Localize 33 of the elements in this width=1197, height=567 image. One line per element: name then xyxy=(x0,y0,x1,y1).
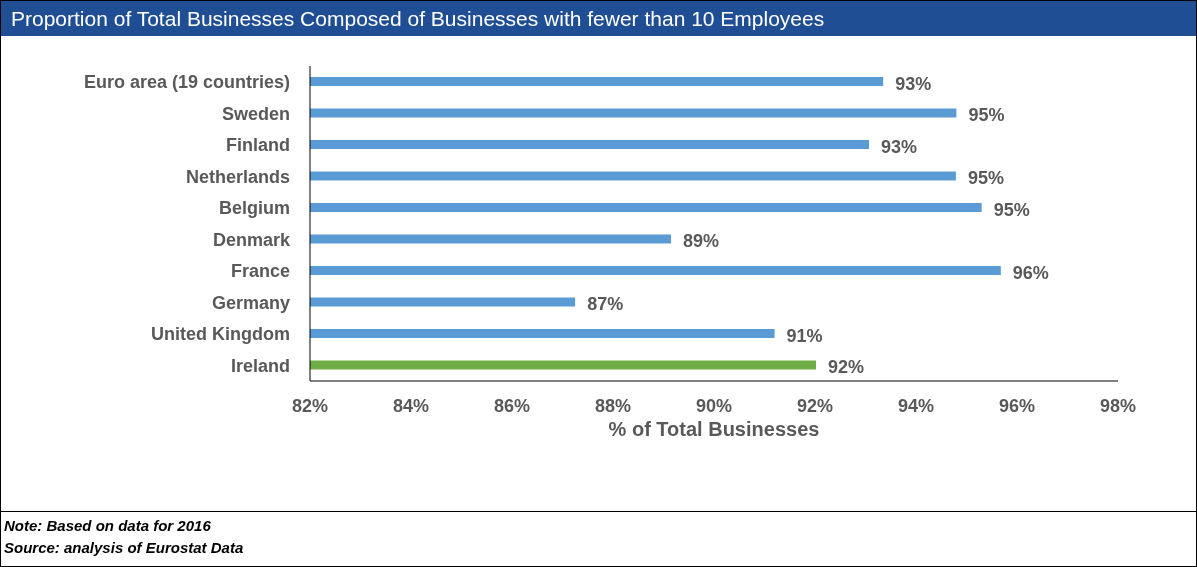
y-tick-label: Euro area (19 countries) xyxy=(83,72,290,93)
text: Note: Based on data for 2016 xyxy=(3,516,212,536)
data-label: 89% xyxy=(683,231,720,251)
data-label: 93% xyxy=(881,136,918,157)
data-label: 95% xyxy=(968,105,1005,125)
x-tick-label: 84% xyxy=(392,395,430,416)
y-tick-label: Netherlands xyxy=(185,166,290,187)
x-tick-label: 94% xyxy=(897,395,935,416)
data-label: 96% xyxy=(1012,262,1049,283)
data-label: 87% xyxy=(587,294,624,314)
y-tick-label: Finland xyxy=(226,135,290,156)
data-label: 92% xyxy=(828,357,865,377)
x-axis-title: % of Total Businesses xyxy=(608,418,820,440)
x-tick-label: 86% xyxy=(493,395,531,416)
x-tick-label: 98% xyxy=(1099,395,1137,416)
x-tick-label: 88% xyxy=(594,395,632,416)
y-tick-label: United Kingdom xyxy=(151,324,290,345)
y-tick-label: Belgium xyxy=(218,198,290,219)
data-label: 95% xyxy=(993,199,1030,220)
data-label: 91% xyxy=(786,325,823,346)
data-label: 93% xyxy=(895,73,932,94)
x-tick-label: 92% xyxy=(796,395,834,416)
source-note: Source: analysis of Eurostat Data xyxy=(3,538,245,558)
y-tick-label: Denmark xyxy=(212,229,291,250)
y-tick-label: France xyxy=(230,261,290,282)
x-tick-label: 96% xyxy=(998,395,1036,416)
y-tick-label: Sweden xyxy=(221,103,290,124)
y-tick-label: Ireland xyxy=(230,355,290,376)
y-tick-label: Germany xyxy=(211,292,290,313)
x-tick-label: 82% xyxy=(291,395,329,416)
data-label: 95% xyxy=(967,168,1004,188)
x-tick-label: 90% xyxy=(695,395,733,416)
chart-title: Proportion of Total Businesses Composed of Businesses with fewer than 10 Employees xyxy=(1,1,1196,36)
